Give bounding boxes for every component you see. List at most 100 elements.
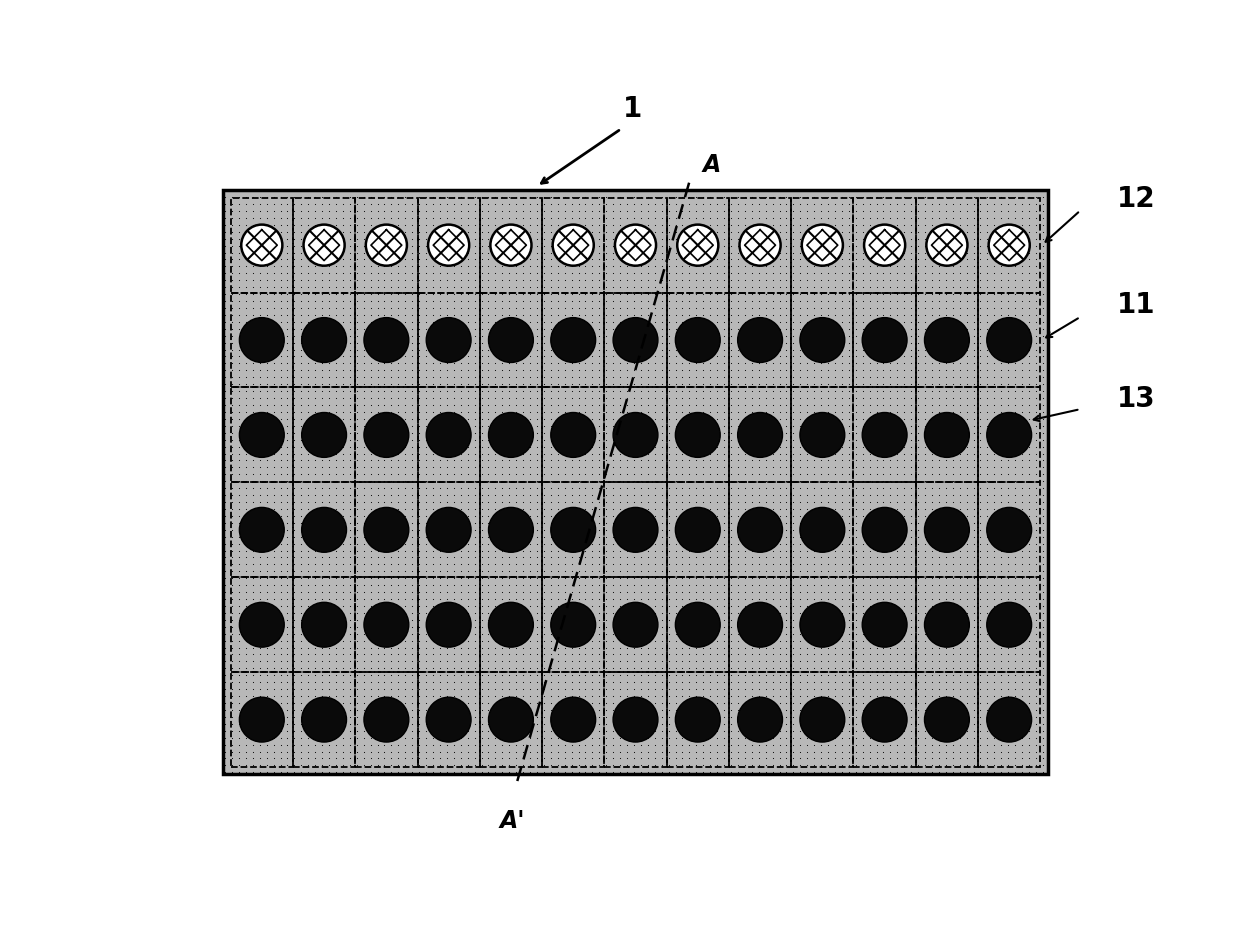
Point: [811, 335, 831, 350]
Point: [596, 196, 616, 211]
Point: [942, 598, 962, 613]
Point: [299, 612, 319, 628]
Point: [513, 196, 533, 211]
Point: [569, 259, 589, 274]
Point: [624, 730, 644, 745]
Point: [755, 196, 775, 211]
Point: [693, 709, 713, 724]
Point: [790, 217, 810, 232]
Point: [915, 592, 935, 607]
Point: [278, 307, 298, 322]
Point: [506, 633, 526, 648]
Point: [901, 515, 921, 530]
Point: [658, 598, 678, 613]
Point: [361, 349, 381, 364]
Point: [423, 418, 443, 433]
Point: [929, 501, 949, 517]
Point: [763, 709, 782, 724]
Point: [936, 619, 956, 634]
Point: [249, 626, 269, 641]
Point: [353, 571, 373, 586]
Point: [610, 432, 630, 447]
Point: [417, 314, 436, 329]
Point: [492, 411, 512, 427]
Point: [264, 349, 284, 364]
Point: [888, 765, 908, 780]
Point: [319, 273, 339, 288]
Point: [596, 702, 616, 718]
Bar: [604, 577, 667, 672]
Point: [1033, 682, 1053, 697]
Point: [402, 196, 422, 211]
Point: [714, 356, 734, 371]
Point: [742, 626, 761, 641]
Point: [776, 730, 796, 745]
Point: [382, 626, 402, 641]
Point: [471, 474, 491, 489]
Point: [991, 682, 1011, 697]
Point: [784, 460, 804, 475]
Point: [894, 342, 914, 357]
Point: [236, 418, 255, 433]
Point: [222, 425, 242, 440]
Point: [957, 301, 977, 316]
Point: [687, 204, 707, 219]
Point: [548, 446, 568, 461]
Point: [971, 391, 991, 406]
Point: [1012, 501, 1032, 517]
Point: [749, 744, 769, 759]
Point: [485, 446, 505, 461]
Point: [805, 363, 825, 378]
Point: [880, 688, 900, 703]
Point: [506, 474, 526, 489]
Point: [1025, 709, 1045, 724]
Point: [728, 224, 748, 239]
Point: [534, 335, 554, 350]
Point: [596, 529, 616, 544]
Point: [305, 370, 325, 385]
Point: [319, 328, 339, 343]
Point: [1025, 675, 1045, 690]
Text: A': A': [500, 809, 525, 833]
Point: [998, 543, 1018, 558]
Point: [1019, 737, 1039, 752]
Point: [513, 342, 533, 357]
Point: [770, 640, 790, 655]
Point: [735, 564, 755, 579]
Point: [880, 224, 900, 239]
Point: [942, 349, 962, 364]
Point: [873, 432, 893, 447]
Point: [631, 577, 651, 592]
Point: [451, 522, 471, 538]
Point: [305, 265, 325, 281]
Point: [637, 224, 657, 239]
Point: [423, 231, 443, 246]
Point: [1006, 439, 1025, 454]
Point: [776, 273, 796, 288]
Point: [1006, 342, 1025, 357]
Point: [347, 196, 367, 211]
Point: [618, 598, 637, 613]
Point: [569, 571, 589, 586]
Point: [216, 231, 236, 246]
Point: [873, 245, 893, 260]
Point: [299, 356, 319, 371]
Point: [998, 515, 1018, 530]
Point: [471, 265, 491, 281]
Point: [701, 425, 720, 440]
Point: [353, 550, 373, 565]
Point: [458, 633, 477, 648]
Point: [527, 405, 547, 420]
Point: [722, 204, 742, 219]
Point: [749, 280, 769, 295]
Point: [637, 356, 657, 371]
Point: [811, 252, 831, 267]
Point: [797, 280, 817, 295]
Point: [985, 439, 1004, 454]
Point: [264, 231, 284, 246]
Point: [776, 466, 796, 482]
Point: [257, 550, 277, 565]
Point: [957, 702, 977, 718]
Point: [880, 654, 900, 669]
Point: [444, 626, 464, 641]
